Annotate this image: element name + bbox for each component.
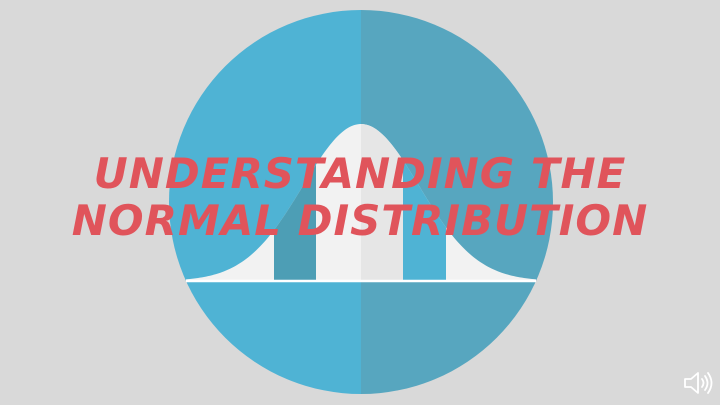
band-center-right	[361, 124, 403, 281]
title-line-2: NORMAL DISTRIBUTION	[71, 196, 649, 245]
title-line-1: UNDERSTANDING THE	[93, 149, 627, 198]
slide-title: UNDERSTANDING THE NORMAL DISTRIBUTION	[0, 150, 720, 244]
speaker-icon[interactable]	[683, 370, 713, 396]
